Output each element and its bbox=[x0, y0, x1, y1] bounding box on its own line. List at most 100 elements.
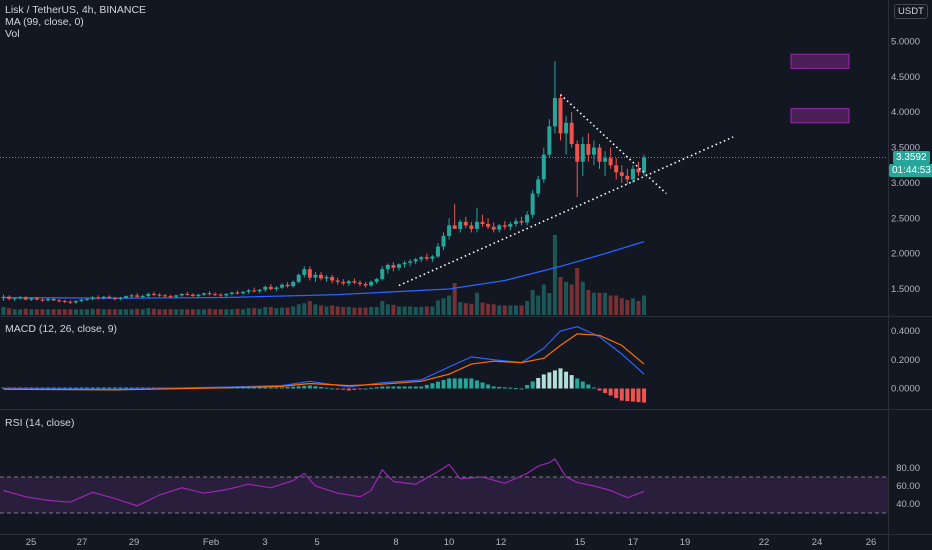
time-tick-label: 15 bbox=[575, 537, 586, 548]
candle-body bbox=[424, 257, 429, 259]
candle-body bbox=[547, 126, 552, 155]
candle-body bbox=[385, 264, 390, 270]
candle-body bbox=[185, 293, 190, 295]
candle-body bbox=[413, 259, 418, 262]
trendline bbox=[559, 93, 667, 195]
macd-histogram-bar bbox=[129, 387, 134, 389]
candle-body bbox=[151, 293, 156, 295]
volume-bar bbox=[541, 284, 546, 315]
volume-bar bbox=[486, 303, 491, 315]
candle-body bbox=[558, 98, 563, 134]
volume-bar bbox=[151, 308, 156, 315]
rsi-label: RSI (14, close) bbox=[5, 417, 75, 429]
volume-bar bbox=[46, 309, 51, 315]
volume-bar bbox=[502, 305, 507, 315]
macd-histogram-bar bbox=[435, 381, 440, 389]
volume-bar bbox=[90, 308, 95, 315]
volume-bar bbox=[252, 308, 257, 315]
candle-body bbox=[630, 168, 635, 180]
volume-bar bbox=[40, 309, 45, 315]
candle-body bbox=[458, 221, 463, 229]
price-tick-label: 3.5000 bbox=[891, 143, 920, 154]
volume-bar bbox=[519, 305, 524, 315]
candle-body bbox=[235, 292, 240, 294]
price-tick-label: 2.0000 bbox=[891, 249, 920, 260]
candle-body bbox=[85, 298, 90, 300]
currency-button[interactable]: USDT bbox=[894, 4, 928, 19]
volume-bar bbox=[447, 295, 452, 315]
candle-body bbox=[318, 274, 323, 279]
time-tick-label: 8 bbox=[393, 537, 398, 548]
candle-body bbox=[352, 281, 357, 283]
candle-body bbox=[519, 221, 524, 223]
macd-histogram-bar bbox=[636, 388, 641, 403]
signal-line bbox=[3, 333, 645, 391]
macd-histogram-bar bbox=[352, 388, 357, 390]
macd-histogram-bar bbox=[558, 368, 563, 389]
macd-histogram-bar bbox=[552, 370, 557, 389]
candle-body bbox=[625, 175, 630, 180]
macd-histogram-bar bbox=[73, 387, 78, 389]
macd-histogram-bar bbox=[112, 387, 117, 389]
candle-body bbox=[474, 221, 479, 229]
macd-histogram-bar bbox=[335, 388, 340, 390]
candle-body bbox=[608, 158, 613, 166]
macd-histogram-bar bbox=[430, 383, 435, 389]
volume-bar bbox=[185, 309, 190, 315]
macd-histogram-bar bbox=[363, 388, 368, 390]
macd-histogram-bar bbox=[380, 386, 385, 389]
macd-histogram-bar bbox=[330, 388, 335, 390]
candle-body bbox=[252, 290, 257, 292]
volume-bar bbox=[85, 309, 90, 315]
volume-bar bbox=[168, 309, 173, 315]
time-tick-label: 17 bbox=[628, 537, 639, 548]
volume-bar bbox=[536, 295, 541, 315]
macd-histogram-bar bbox=[96, 387, 101, 389]
candle-body bbox=[40, 299, 45, 301]
volume-bar bbox=[341, 307, 346, 315]
candle-body bbox=[291, 281, 296, 287]
candle-body bbox=[46, 298, 51, 301]
macd-histogram-bar bbox=[513, 388, 518, 390]
volume-bar bbox=[101, 309, 106, 315]
candle-body bbox=[591, 147, 596, 155]
time-tick-label: 10 bbox=[444, 537, 455, 548]
volume-bar bbox=[73, 309, 78, 315]
volume-bar bbox=[508, 305, 513, 315]
macd-histogram-bar bbox=[23, 387, 28, 389]
macd-histogram-bar bbox=[124, 387, 129, 389]
macd-histogram-bar bbox=[480, 382, 485, 389]
candle-body bbox=[229, 292, 234, 294]
candle-body bbox=[380, 269, 385, 280]
candle-body bbox=[603, 158, 608, 162]
volume-bar bbox=[79, 309, 84, 315]
macd-histogram-bar bbox=[79, 387, 84, 389]
volume-bar bbox=[547, 293, 552, 315]
macd-histogram-bar bbox=[257, 387, 262, 389]
candle-body bbox=[441, 235, 446, 247]
macd-histogram-bar bbox=[18, 387, 23, 389]
candle-body bbox=[330, 276, 335, 281]
candle-body bbox=[408, 261, 413, 263]
volume-bar bbox=[402, 306, 407, 315]
macd-histogram-bar bbox=[486, 384, 491, 389]
candle-body bbox=[29, 298, 34, 300]
candle-body bbox=[135, 295, 140, 297]
volume-bar bbox=[324, 306, 329, 315]
macd-tick-label: 0.2000 bbox=[891, 355, 920, 366]
candle-body bbox=[469, 225, 474, 229]
volume-bar bbox=[124, 309, 129, 315]
volume-bar bbox=[603, 292, 608, 315]
volume-bar bbox=[597, 292, 602, 315]
macd-histogram-bar bbox=[452, 378, 457, 389]
volume-bar bbox=[18, 309, 23, 315]
volume-bar bbox=[558, 277, 563, 315]
candle-body bbox=[246, 290, 251, 292]
macd-histogram-bar bbox=[497, 386, 502, 389]
candle-body bbox=[146, 293, 151, 297]
candle-body bbox=[18, 297, 23, 299]
macd-histogram-bar bbox=[413, 386, 418, 389]
volume-bar bbox=[619, 298, 624, 315]
volume-bar bbox=[569, 284, 574, 315]
